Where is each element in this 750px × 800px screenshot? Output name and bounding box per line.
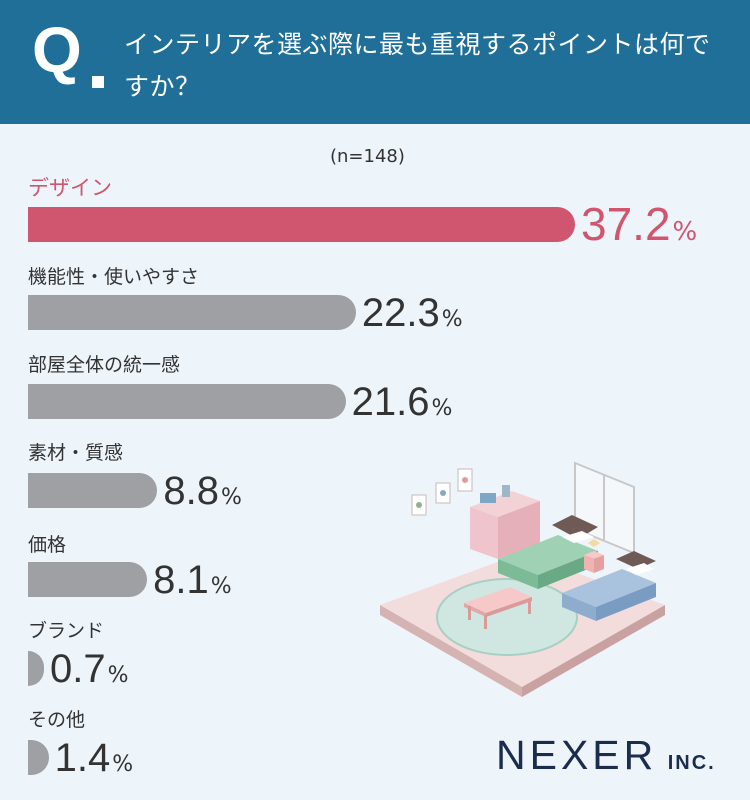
category-label: 素材・質感: [28, 442, 124, 464]
category-label: 部屋全体の統一感: [28, 354, 181, 376]
bar: [28, 384, 346, 419]
value-label: 8.1%: [153, 560, 232, 600]
logo-main-text: NEXER: [496, 732, 658, 778]
company-logo: NEXER INC.: [496, 735, 716, 776]
value-label: 37.2%: [581, 201, 697, 247]
q-mark: Q: [32, 14, 82, 86]
bar: [28, 651, 44, 686]
category-label: ブランド: [28, 620, 105, 642]
category-label: 価格: [28, 534, 67, 556]
bar: [28, 473, 158, 508]
percent-sign: %: [221, 485, 242, 510]
percent-sign: %: [431, 396, 453, 421]
value-label: 22.3%: [362, 293, 463, 333]
value-number: 22.3: [361, 291, 440, 335]
percent-sign: %: [210, 574, 232, 599]
value-label: 1.4%: [55, 738, 134, 778]
category-label: デザイン: [28, 176, 112, 200]
value-label: 8.8%: [163, 471, 242, 511]
value-number: 21.6: [351, 380, 430, 424]
bar: [28, 207, 575, 242]
category-label: その他: [28, 709, 86, 731]
category-label: 機能性・使いやすさ: [28, 266, 200, 288]
value-number: 1.4: [54, 736, 111, 780]
bar: [28, 562, 148, 597]
value-number: 8.8: [163, 469, 219, 513]
percent-sign: %: [107, 663, 129, 688]
percent-sign: %: [112, 752, 134, 777]
question-header: Q インテリアを選ぶ際に最も重視するポイントは何ですか？: [0, 0, 750, 124]
value-number: 0.7: [50, 647, 106, 691]
q-mark-dot: [92, 76, 104, 88]
percent-sign: %: [672, 217, 698, 247]
value-label: 21.6%: [352, 382, 453, 422]
question-text: インテリアを選ぶ際に最も重視するポイントは何ですか？: [124, 30, 711, 101]
value-number: 37.2: [581, 198, 671, 250]
room-illustration-icon: [380, 461, 665, 697]
value-label: 0.7%: [50, 649, 129, 689]
value-number: 8.1: [153, 558, 209, 602]
bar: [28, 295, 356, 330]
bar: [28, 740, 49, 775]
logo-sub-text: INC.: [667, 752, 716, 774]
sample-size: (n=148): [330, 146, 405, 167]
percent-sign: %: [441, 307, 463, 332]
